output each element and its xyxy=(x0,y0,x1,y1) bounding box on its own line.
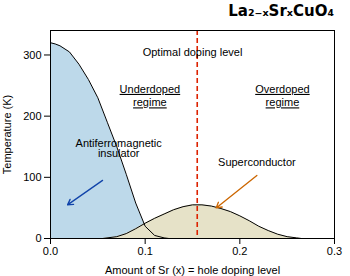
svg-text:200: 200 xyxy=(23,110,41,122)
svg-text:Temperature (K): Temperature (K) xyxy=(1,95,13,174)
html-text:La₂₋ₓSrₓCuO₄: La₂₋ₓSrₓCuO₄ xyxy=(228,2,334,20)
svg-text:Superconductor: Superconductor xyxy=(218,156,296,168)
svg-text:Underdoped: Underdoped xyxy=(120,83,181,95)
svg-text:insulator: insulator xyxy=(98,147,140,159)
svg-text:regime: regime xyxy=(266,96,300,108)
svg-text:Antiferromagnetic: Antiferromagnetic xyxy=(75,136,162,149)
svg-text:regime: regime xyxy=(133,96,167,108)
svg-text:Optimal doping level: Optimal doping level xyxy=(143,46,243,58)
svg-text:0.2: 0.2 xyxy=(232,245,247,257)
svg-text:Amount of Sr (x) = hole doping: Amount of Sr (x) = hole doping level xyxy=(105,264,280,276)
svg-text:0: 0 xyxy=(35,232,41,244)
svg-text:0.0: 0.0 xyxy=(43,245,58,257)
svg-text:100: 100 xyxy=(23,171,41,183)
svg-text:300: 300 xyxy=(23,48,41,60)
svg-text:0.3: 0.3 xyxy=(327,245,342,257)
svg-text:Overdoped: Overdoped xyxy=(255,83,309,95)
svg-text:0.1: 0.1 xyxy=(138,245,153,257)
